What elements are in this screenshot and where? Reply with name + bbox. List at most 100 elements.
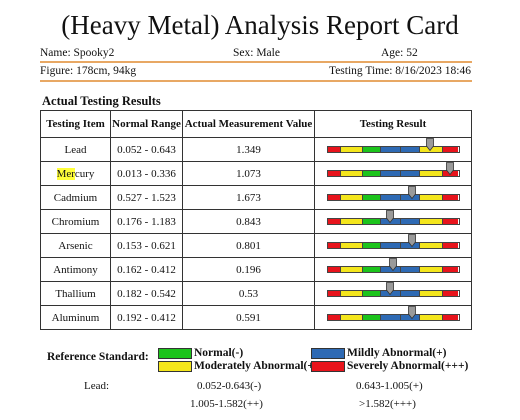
reference-lead-severe: >1.582(+++) (359, 398, 416, 410)
scale-segment (420, 243, 443, 248)
legend-moderate: Moderately Abnormal(++) (158, 360, 324, 372)
scale-segment (381, 171, 401, 176)
patient-name: Name: Spooky2 (40, 47, 115, 59)
scale-segment (442, 147, 459, 152)
scale-segment (442, 315, 459, 320)
measurement-value-cell: 0.843 (182, 209, 315, 234)
testing-result-cell (314, 185, 472, 210)
table-row: Antimony 0.162 - 0.412 0.196 (40, 257, 472, 282)
result-pointer-icon (386, 282, 395, 295)
reference-lead-normal: 0.052-0.643(-) (197, 380, 262, 392)
result-scale-bar (326, 146, 460, 153)
scale-segment (420, 267, 443, 272)
legend-normal: Normal(-) (158, 347, 243, 359)
result-scale (326, 138, 460, 161)
testing-item-cell: Thallium (40, 281, 111, 306)
scale-segment (362, 267, 382, 272)
result-scale-bar (326, 266, 460, 273)
scale-segment (327, 147, 341, 152)
testing-result-cell (314, 281, 472, 306)
normal-range-cell: 0.182 - 0.542 (110, 281, 183, 306)
patient-sex: Sex: Male (233, 47, 280, 59)
testing-item-name: Arsenic (58, 239, 93, 252)
testing-result-cell (314, 257, 472, 282)
testing-item-cell: Mercury (40, 161, 111, 186)
normal-range-cell: 0.162 - 0.412 (110, 257, 183, 282)
result-scale-bar (326, 242, 460, 249)
scale-segment (420, 195, 443, 200)
legend-severe-label: Severely Abnormal(+++) (347, 360, 469, 372)
scale-segment (362, 219, 382, 224)
testing-item-cell: Antimony (40, 257, 111, 282)
scale-segment (362, 171, 382, 176)
testing-result-cell (314, 233, 472, 258)
scale-segment (400, 267, 421, 272)
reference-lead-label: Lead: (84, 380, 110, 392)
scale-segment (442, 195, 459, 200)
scale-segment (340, 315, 363, 320)
scale-segment (340, 267, 363, 272)
scale-segment (442, 267, 459, 272)
testing-result-cell (314, 305, 472, 330)
normal-range-cell: 0.192 - 0.412 (110, 305, 183, 330)
scale-segment (381, 147, 401, 152)
table-row: Chromium 0.176 - 1.183 0.843 (40, 209, 472, 234)
result-pointer-icon (426, 138, 435, 151)
scale-segment (362, 243, 382, 248)
scale-segment (420, 291, 443, 296)
result-scale-bar (326, 170, 460, 177)
scale-segment (420, 219, 443, 224)
testing-item-cell: Arsenic (40, 233, 111, 258)
scale-segment (362, 291, 382, 296)
testing-item-cell: Chromium (40, 209, 111, 234)
table-row: Arsenic 0.153 - 0.621 0.801 (40, 233, 472, 258)
scale-segment (340, 195, 363, 200)
testing-item-name: Chromium (51, 215, 100, 228)
scale-segment (362, 315, 382, 320)
results-body: Lead 0.052 - 0.643 1.349 Mercury 0.013 - 0.3… (40, 137, 472, 330)
scale-segment (340, 171, 363, 176)
scale-segment (400, 219, 421, 224)
header-actual-value: Actual Measurement Value (182, 110, 315, 138)
scale-segment (420, 147, 443, 152)
legend-mild: Mildly Abnormal(+) (311, 347, 447, 359)
reference-title: Reference Standard: (47, 351, 149, 363)
legend-severe: Severely Abnormal(+++) (311, 360, 468, 372)
measurement-value-cell: 0.53 (182, 281, 315, 306)
reference-lead-moderate: 1.005-1.582(++) (190, 398, 263, 410)
legend-moderate-label: Moderately Abnormal(++) (194, 360, 325, 372)
legend-mild-swatch (311, 347, 345, 359)
scale-segment (340, 147, 363, 152)
scale-segment (381, 195, 401, 200)
result-scale (326, 210, 460, 233)
result-scale (326, 258, 460, 281)
scale-segment (327, 267, 341, 272)
scale-segment (442, 243, 459, 248)
patient-figure: Figure: 178cm, 94kg (40, 65, 137, 77)
measurement-value-cell: 0.801 (182, 233, 315, 258)
testing-item-name: Antimony (53, 263, 98, 276)
normal-range-cell: 0.176 - 1.183 (110, 209, 183, 234)
testing-result-cell (314, 209, 472, 234)
scale-segment (362, 195, 382, 200)
normal-range-cell: 0.527 - 1.523 (110, 185, 183, 210)
testing-item-cell: Lead (40, 137, 111, 162)
normal-range-cell: 0.013 - 0.336 (110, 161, 183, 186)
scale-segment (420, 315, 443, 320)
report-title: (Heavy Metal) Analysis Report Card (61, 10, 459, 40)
result-scale-bar (326, 194, 460, 201)
measurement-value-cell: 1.673 (182, 185, 315, 210)
scale-segment (362, 147, 382, 152)
table-row: Mercury 0.013 - 0.336 1.073 (40, 161, 472, 186)
testing-item-cell: Aluminum (40, 305, 111, 330)
testing-item-name: Cadmium (53, 191, 98, 204)
result-scale (326, 186, 460, 209)
testing-item-name: Lead (64, 143, 87, 156)
testing-item-name: Thallium (55, 287, 96, 300)
results-table: Testing Item Normal Range Actual Measure… (40, 110, 472, 330)
measurement-value-cell: 1.073 (182, 161, 315, 186)
legend-normal-label: Normal(-) (194, 347, 244, 359)
testing-result-cell (314, 137, 472, 162)
measurement-value-cell: 1.349 (182, 137, 315, 162)
result-pointer-icon (386, 210, 395, 223)
